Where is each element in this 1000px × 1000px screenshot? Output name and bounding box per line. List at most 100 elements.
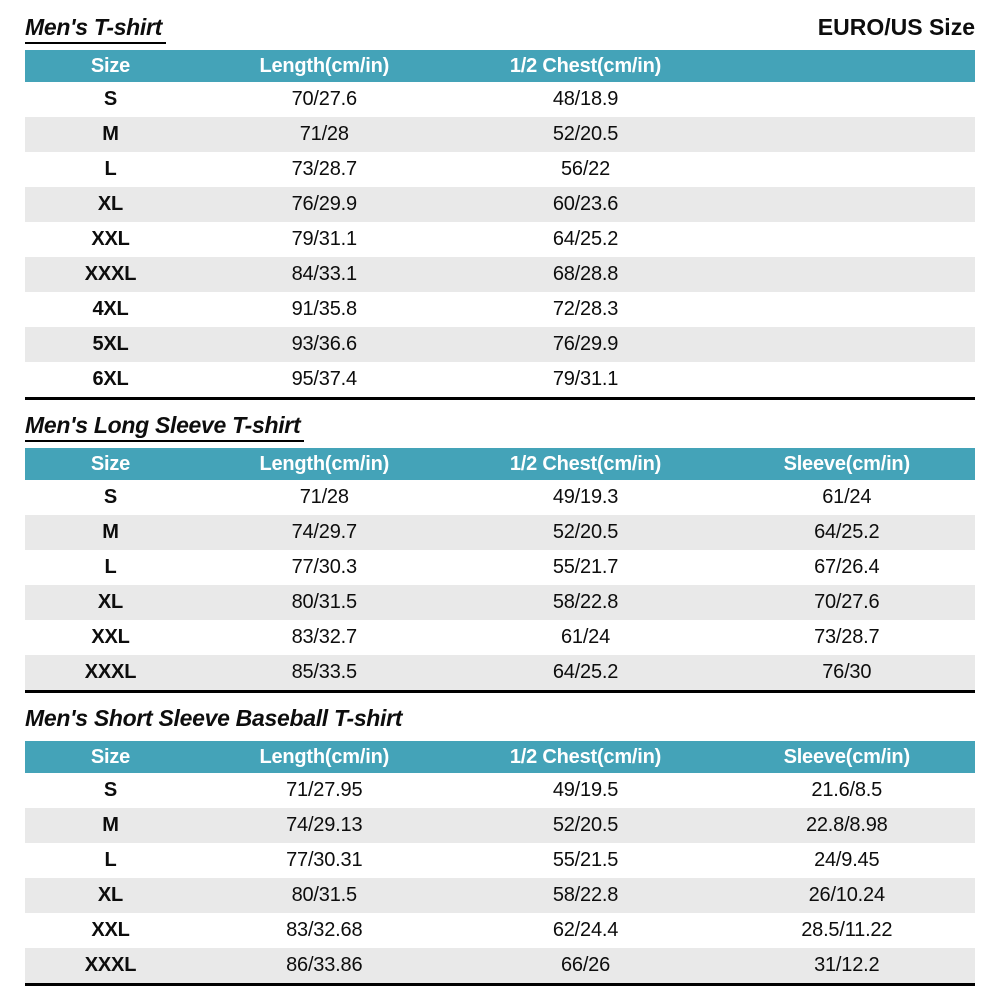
table-row: XL 76/29.9 60/23.6 bbox=[25, 187, 975, 222]
value-cell: 52/20.5 bbox=[552, 123, 619, 145]
table-row: XXL 83/32.7 61/24 73/28.7 bbox=[25, 620, 975, 655]
size-cell: 4XL bbox=[92, 298, 129, 320]
table-row: L 73/28.7 56/22 bbox=[25, 152, 975, 187]
header-cell-0: Size bbox=[90, 746, 131, 768]
value-cell: 74/29.13 bbox=[286, 814, 363, 836]
value-cell: 77/30.3 bbox=[291, 556, 358, 578]
table-row: S 71/27.95 49/19.5 21.6/8.5 bbox=[25, 773, 975, 808]
size-cell: M bbox=[102, 814, 119, 836]
table-row: XXL 79/31.1 64/25.2 bbox=[25, 222, 975, 257]
value-cell: 73/28.7 bbox=[814, 626, 880, 648]
table-row: S 71/28 49/19.3 61/24 bbox=[25, 480, 975, 515]
value-cell bbox=[719, 292, 976, 327]
size-cell: XXL bbox=[91, 919, 130, 941]
size-cell: XXXL bbox=[84, 263, 137, 285]
value-cell: 77/30.31 bbox=[286, 849, 363, 871]
table-title: Men's Long Sleeve T-shirt bbox=[25, 412, 305, 442]
table-row: XXXL 85/33.5 64/25.2 76/30 bbox=[25, 655, 975, 690]
size-cell: XXL bbox=[91, 228, 130, 250]
value-cell: 64/25.2 bbox=[814, 521, 880, 543]
value-cell: 76/29.9 bbox=[291, 193, 358, 215]
size-cell: L bbox=[104, 849, 117, 871]
table-title: Men's T-shirt bbox=[25, 14, 167, 44]
value-cell: 24/9.45 bbox=[814, 849, 880, 871]
value-cell: 49/19.3 bbox=[552, 486, 619, 508]
value-cell: 74/29.7 bbox=[291, 521, 358, 543]
size-table-3: Men's Short Sleeve Baseball T-shirt Size L… bbox=[25, 705, 975, 986]
value-cell bbox=[719, 117, 976, 152]
header-cell-1: Length(cm/in) bbox=[259, 746, 390, 768]
header-cell-3: Sleeve(cm/in) bbox=[783, 453, 911, 475]
value-cell: 58/22.8 bbox=[552, 884, 619, 906]
value-cell: 49/19.5 bbox=[552, 779, 619, 801]
table-row: XXXL 86/33.86 66/26 31/12.2 bbox=[25, 948, 975, 983]
value-cell: 48/18.9 bbox=[552, 88, 619, 110]
table-title-row: Men's Short Sleeve Baseball T-shirt bbox=[25, 705, 975, 737]
value-cell: 28.5/11.22 bbox=[801, 919, 893, 941]
table: Size Length(cm/in) 1/2 Chest(cm/in) S 70/27.… bbox=[25, 50, 975, 400]
table-title-row: Men's Long Sleeve T-shirt bbox=[25, 412, 975, 444]
value-cell: 68/28.8 bbox=[552, 263, 619, 285]
size-cell: XXXL bbox=[84, 954, 137, 976]
header-cell-0: Size bbox=[90, 55, 131, 77]
value-cell: 55/21.5 bbox=[552, 849, 619, 871]
table-header-row: Size Length(cm/in) 1/2 Chest(cm/in) bbox=[25, 50, 975, 82]
header-cell-1: Length(cm/in) bbox=[259, 55, 390, 77]
value-cell bbox=[719, 362, 976, 397]
value-cell: 64/25.2 bbox=[552, 661, 619, 683]
size-cell: M bbox=[102, 521, 119, 543]
size-table-1: Men's T-shirt EURO/US Size Size Length(cm/i… bbox=[25, 14, 975, 400]
size-standard-label: EURO/US Size bbox=[817, 14, 975, 40]
table-row: 4XL 91/35.8 72/28.3 bbox=[25, 292, 975, 327]
header-cell-0: Size bbox=[90, 453, 131, 475]
value-cell: 52/20.5 bbox=[552, 814, 619, 836]
value-cell: 62/24.4 bbox=[552, 919, 619, 941]
size-cell: XXL bbox=[91, 626, 130, 648]
size-cell: S bbox=[103, 88, 118, 110]
value-cell: 61/24 bbox=[560, 626, 611, 648]
table-header-row: Size Length(cm/in) 1/2 Chest(cm/in) Sleeve(… bbox=[25, 741, 975, 773]
size-cell: XXXL bbox=[84, 661, 137, 683]
table-row: XL 80/31.5 58/22.8 26/10.24 bbox=[25, 878, 975, 913]
value-cell: 71/28 bbox=[299, 486, 349, 508]
value-cell: 91/35.8 bbox=[291, 298, 358, 320]
size-table-2: Men's Long Sleeve T-shirt Size Length(cm/i… bbox=[25, 412, 975, 693]
header-cell-3: Sleeve(cm/in) bbox=[783, 746, 911, 768]
value-cell: 80/31.5 bbox=[291, 591, 358, 613]
size-cell: M bbox=[102, 123, 119, 145]
value-cell: 58/22.8 bbox=[552, 591, 619, 613]
header-cell-2: 1/2 Chest(cm/in) bbox=[509, 453, 662, 475]
value-cell: 72/28.3 bbox=[552, 298, 619, 320]
header-cell-3 bbox=[719, 50, 976, 82]
table-row: XL 80/31.5 58/22.8 70/27.6 bbox=[25, 585, 975, 620]
value-cell: 61/24 bbox=[822, 486, 872, 508]
size-cell: XL bbox=[97, 591, 124, 613]
value-cell: 86/33.86 bbox=[286, 954, 363, 976]
header-cell-1: Length(cm/in) bbox=[259, 453, 390, 475]
table-row: L 77/30.31 55/21.5 24/9.45 bbox=[25, 843, 975, 878]
value-cell: 70/27.6 bbox=[291, 88, 358, 110]
size-cell: XL bbox=[97, 193, 124, 215]
table-row: XXL 83/32.68 62/24.4 28.5/11.22 bbox=[25, 913, 975, 948]
table-row: 6XL 95/37.4 79/31.1 bbox=[25, 362, 975, 397]
value-cell bbox=[719, 257, 976, 292]
table-header-row: Size Length(cm/in) 1/2 Chest(cm/in) Sleeve(… bbox=[25, 448, 975, 480]
table-row: XXXL 84/33.1 68/28.8 bbox=[25, 257, 975, 292]
table-row: M 74/29.13 52/20.5 22.8/8.98 bbox=[25, 808, 975, 843]
value-cell: 80/31.5 bbox=[291, 884, 358, 906]
value-cell: 64/25.2 bbox=[552, 228, 619, 250]
value-cell: 83/32.7 bbox=[291, 626, 358, 648]
header-cell-2: 1/2 Chest(cm/in) bbox=[509, 55, 662, 77]
value-cell: 31/12.2 bbox=[814, 954, 880, 976]
value-cell: 55/21.7 bbox=[552, 556, 619, 578]
value-cell: 56/22 bbox=[560, 158, 611, 180]
value-cell: 76/30 bbox=[822, 661, 872, 683]
table-row: 5XL 93/36.6 76/29.9 bbox=[25, 327, 975, 362]
value-cell: 95/37.4 bbox=[291, 368, 358, 390]
value-cell: 83/32.68 bbox=[286, 919, 363, 941]
value-cell: 21.6/8.5 bbox=[811, 779, 883, 801]
size-cell: L bbox=[104, 556, 117, 578]
size-cell: 5XL bbox=[92, 333, 129, 355]
value-cell bbox=[719, 152, 976, 187]
